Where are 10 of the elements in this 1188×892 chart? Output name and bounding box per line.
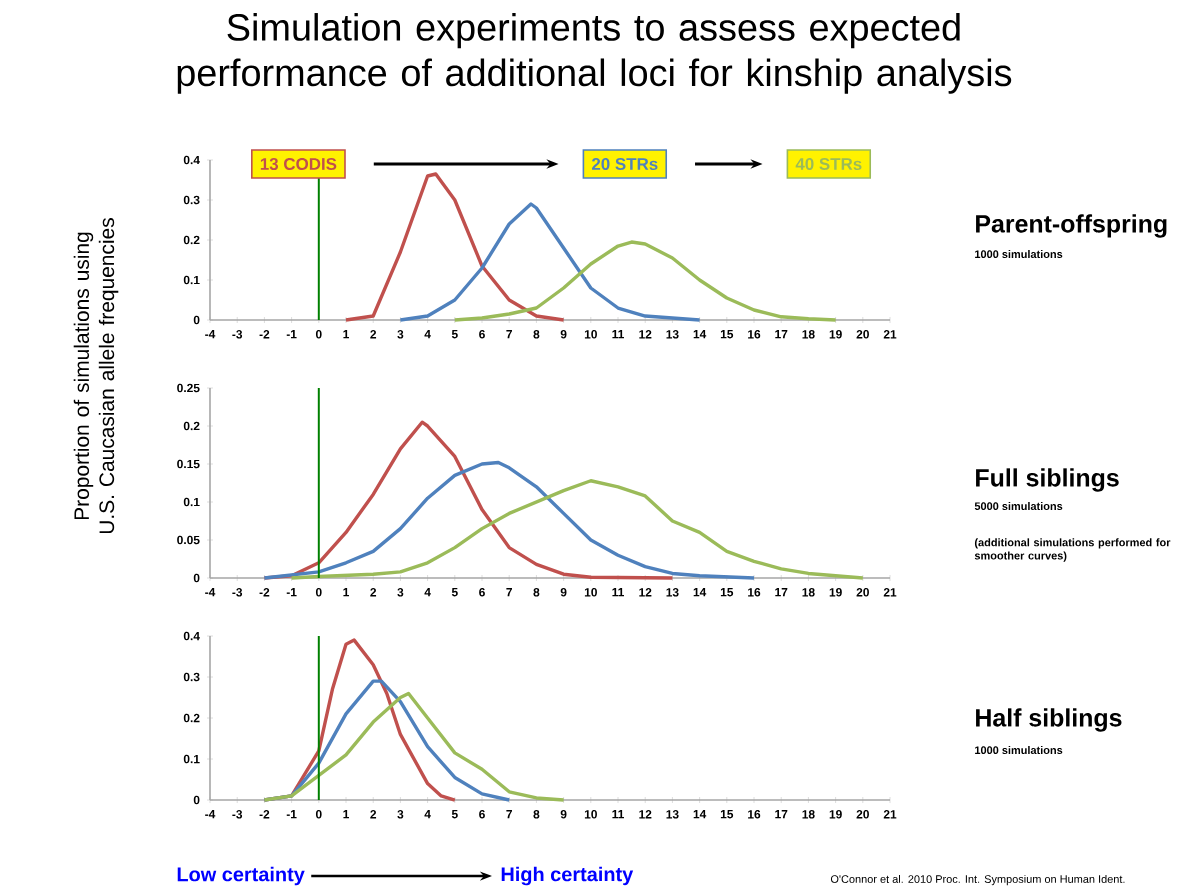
text: Half siblings: [976, 708, 1122, 732]
text: 13 CODIS: [260, 158, 337, 171]
text: Parent-offspring: [976, 214, 1167, 238]
text: High certainty: [501, 866, 634, 886]
text: Low certainty: [177, 866, 305, 886]
y-axis-title: Proportion of simulations using U.S. Caucasian allele frequencies: [73, 218, 119, 534]
text: 40 STRs: [795, 158, 862, 170]
text: Full siblings: [976, 468, 1119, 492]
chart-title: Simulation experiments to assess expected performance of additional loci for kinship analysis: [177, 13, 1012, 94]
text: 20 STRs: [591, 158, 658, 170]
